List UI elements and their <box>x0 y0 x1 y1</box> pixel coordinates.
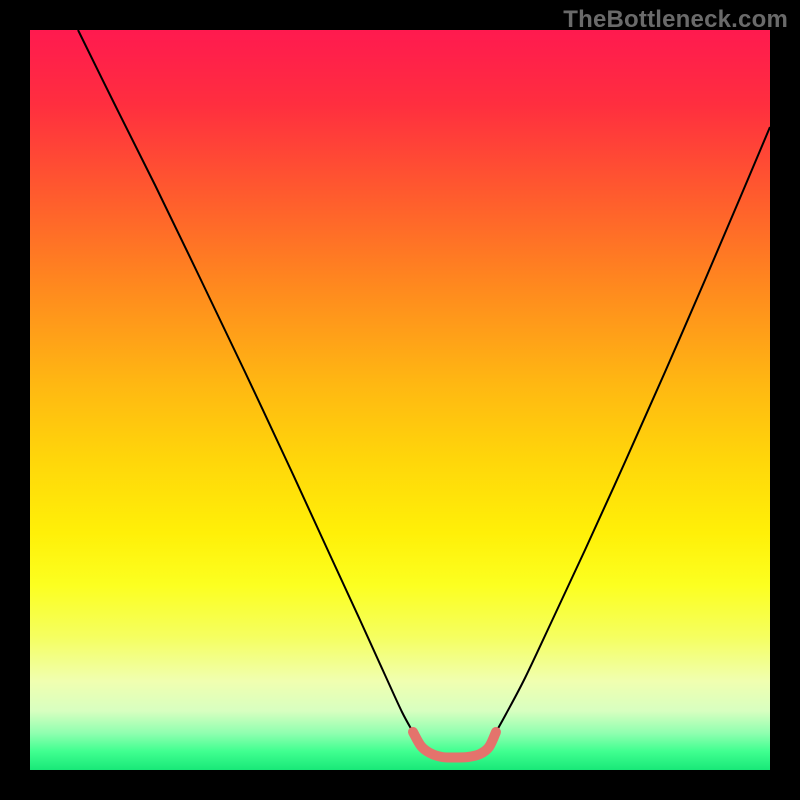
chart-container: TheBottleneck.com <box>0 0 800 800</box>
plot-area <box>30 30 770 770</box>
watermark-text: TheBottleneck.com <box>563 6 788 34</box>
